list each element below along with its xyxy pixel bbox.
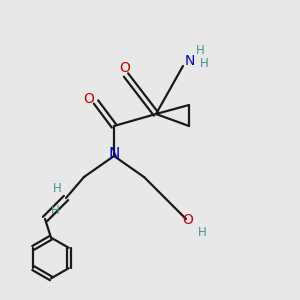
Text: N: N <box>108 147 120 162</box>
Text: O: O <box>182 214 193 227</box>
Text: O: O <box>119 61 130 74</box>
Text: H: H <box>52 182 62 196</box>
Text: N: N <box>184 54 195 68</box>
Text: H: H <box>200 57 209 70</box>
Text: H: H <box>196 44 205 57</box>
Text: H: H <box>51 203 60 217</box>
Text: O: O <box>83 92 94 106</box>
Text: H: H <box>198 226 207 239</box>
